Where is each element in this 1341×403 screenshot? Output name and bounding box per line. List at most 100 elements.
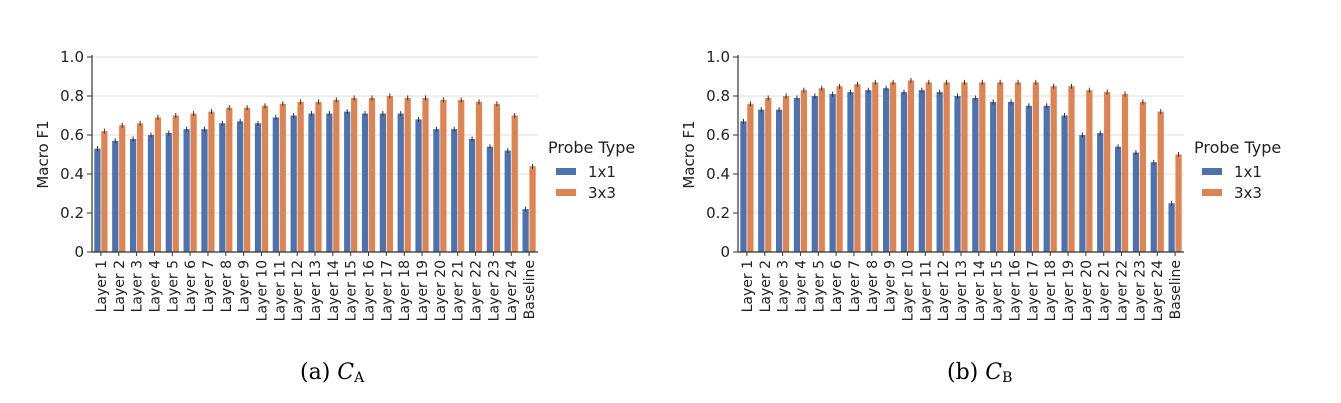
- bar-1x1-15: [344, 111, 351, 252]
- x-tick-label: Layer 24: [504, 260, 520, 321]
- bar-1x1-7: [201, 129, 208, 252]
- bar-1x1-10: [254, 123, 262, 252]
- bar-3x3-5: [818, 88, 825, 252]
- bar-3x3-2: [765, 97, 772, 252]
- bar-3x3-14: [979, 82, 986, 252]
- bar-3x3-25: [529, 166, 536, 252]
- bar-1x1-1: [740, 121, 747, 252]
- bar-3x3-6: [190, 113, 197, 252]
- bar-1x1-21: [1097, 133, 1104, 252]
- bar-1x1-2: [112, 140, 119, 252]
- y-tick-label: 0.8: [706, 87, 730, 105]
- bar-1x1-25: [522, 209, 529, 252]
- legend-label-1x1: 1x1: [588, 163, 616, 181]
- legend-label-1x1: 1x1: [1234, 163, 1262, 181]
- bar-1x1-11: [272, 117, 279, 252]
- caption-variable: C: [985, 360, 1003, 385]
- x-tick-label: Layer 4: [147, 260, 163, 312]
- caption-subscript: B: [1002, 370, 1013, 386]
- bar-3x3-13: [315, 101, 322, 252]
- legend-title: Probe Type: [1194, 138, 1281, 157]
- bar-1x1-4: [147, 135, 155, 252]
- legend-swatch-3x3: [556, 189, 576, 196]
- x-tick-label: Layer 10: [254, 260, 270, 321]
- y-tick-label: 0.4: [60, 165, 84, 183]
- x-tick-label: Baseline: [1168, 260, 1184, 319]
- bar-1x1-23: [1132, 152, 1140, 252]
- bar-1x1-15: [990, 101, 997, 252]
- bar-3x3-18: [1050, 86, 1057, 252]
- x-tick-label: Layer 5: [165, 260, 181, 312]
- bar-3x3-21: [1104, 92, 1111, 252]
- y-tick-label: 0.4: [706, 165, 730, 183]
- y-tick-label: 0.2: [60, 204, 84, 222]
- x-tick-label: Layer 23: [486, 260, 502, 321]
- bar-1x1-14: [972, 97, 979, 252]
- bar-1x1-3: [775, 109, 783, 253]
- x-tick-label: Layer 20: [1079, 260, 1095, 321]
- bar-3x3-22: [1121, 94, 1129, 252]
- bar-3x3-16: [368, 97, 376, 252]
- bar-3x3-9: [889, 82, 897, 252]
- x-tick-label: Layer 21: [1097, 260, 1113, 321]
- bar-1x1-17: [379, 113, 387, 252]
- x-tick-label: Layer 1: [740, 260, 756, 312]
- bar-1x1-13: [954, 96, 961, 252]
- x-tick-label: Layer 8: [865, 260, 881, 312]
- caption-prefix: (b): [947, 360, 986, 385]
- x-tick-label: Layer 22: [469, 260, 485, 321]
- caption-a: (a) CA: [300, 360, 364, 386]
- y-tick-label: 0.6: [60, 126, 84, 144]
- bar-3x3-7: [854, 84, 861, 252]
- x-tick-label: Layer 14: [972, 260, 988, 321]
- bar-3x3-21: [458, 99, 465, 253]
- caption-b: (b) CB: [947, 360, 1012, 386]
- bar-3x3-20: [440, 99, 447, 253]
- x-tick-label: Baseline: [522, 260, 538, 319]
- bar-1x1-5: [811, 96, 818, 252]
- bar-3x3-23: [493, 103, 501, 252]
- bar-3x3-8: [872, 82, 879, 252]
- bar-3x3-19: [422, 97, 429, 252]
- bar-1x1-13: [308, 113, 315, 252]
- x-tick-label: Layer 15: [344, 260, 360, 321]
- x-tick-label: Layer 19: [415, 260, 431, 321]
- x-tick-label: Layer 15: [990, 260, 1006, 321]
- bar-3x3-10: [261, 105, 269, 252]
- legend-label-3x3: 3x3: [1234, 184, 1262, 202]
- bar-3x3-19: [1068, 86, 1075, 252]
- x-tick-label: Layer 20: [433, 260, 449, 321]
- y-tick-label: 0.6: [706, 126, 730, 144]
- bar-1x1-21: [451, 129, 458, 252]
- x-tick-label: Layer 8: [219, 260, 235, 312]
- bar-1x1-16: [361, 113, 369, 252]
- bar-3x3-4: [154, 117, 162, 252]
- x-tick-label: Layer 2: [758, 260, 774, 312]
- bar-1x1-9: [883, 88, 890, 252]
- chart-panel-a: 0 0.2 0.4 0.6 0.8 1.0 Layer 1 Layer 2 Layer 3 Lay…: [0, 0, 670, 403]
- bar-3x3-15: [997, 82, 1004, 252]
- bar-3x3-1: [747, 103, 754, 252]
- x-tick-label: Layer 18: [1043, 260, 1059, 321]
- bar-3x3-2: [119, 125, 126, 252]
- bar-1x1-1: [94, 148, 101, 252]
- x-tick-label: Layer 2: [112, 260, 128, 312]
- y-tick-label: 0.2: [706, 204, 730, 222]
- bar-1x1-12: [936, 92, 943, 252]
- legend-swatch-3x3: [1202, 189, 1222, 196]
- x-tick-label: Layer 7: [201, 260, 217, 312]
- x-tick-label: Layer 24: [1150, 260, 1166, 321]
- x-tick-label: Layer 16: [362, 260, 378, 321]
- bar-3x3-11: [925, 82, 932, 252]
- bar-1x1-3: [129, 138, 137, 252]
- x-tick-label: Layer 9: [237, 260, 253, 312]
- bar-1x1-22: [1114, 146, 1122, 252]
- bar-1x1-8: [219, 123, 226, 252]
- caption-variable: C: [337, 360, 355, 385]
- x-tick-label: Layer 6: [183, 260, 199, 312]
- bar-3x3-17: [1032, 82, 1039, 252]
- bar-3x3-12: [943, 82, 950, 252]
- x-tick-label: Layer 12: [936, 260, 952, 321]
- bar-1x1-25: [1168, 203, 1175, 252]
